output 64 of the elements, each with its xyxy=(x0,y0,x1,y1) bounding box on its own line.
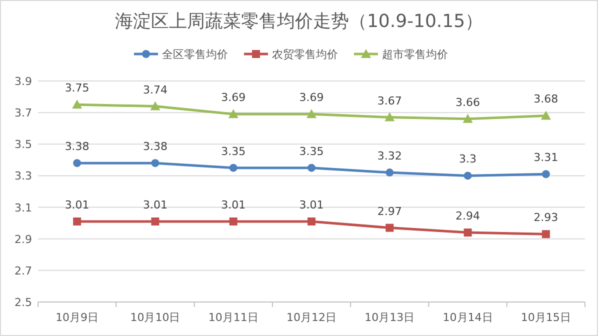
y-tick-label: 3.1 xyxy=(14,201,32,214)
data-label: 3.31 xyxy=(534,151,558,164)
point xyxy=(151,217,160,226)
point xyxy=(386,224,394,232)
data-label: 2.97 xyxy=(377,204,402,218)
point xyxy=(542,170,550,178)
data-label: 3.75 xyxy=(64,82,90,95)
point xyxy=(540,110,551,120)
point xyxy=(308,217,316,226)
data-label: 3.01 xyxy=(299,198,324,212)
y-tick-label: 3.7 xyxy=(14,106,32,120)
x-tick-label: 10月14日 xyxy=(442,311,493,324)
x-tick-label: 10月15日 xyxy=(520,311,571,324)
x-tick-label: 10月11日 xyxy=(208,311,258,324)
data-label: 3.32 xyxy=(377,150,402,163)
point xyxy=(151,159,160,168)
point xyxy=(386,168,394,177)
point xyxy=(306,109,316,118)
point xyxy=(228,109,238,118)
y-tick-label: 2.9 xyxy=(14,232,32,246)
data-label: 3.38 xyxy=(64,140,90,154)
x-tick-label: 10月13日 xyxy=(364,311,415,324)
legend-全区零售均价: 全区零售均价 xyxy=(134,48,228,61)
point xyxy=(464,172,472,180)
y-tick-label: 3.3 xyxy=(14,170,32,183)
data-label: 3.69 xyxy=(299,91,324,104)
y-tick-label: 2.7 xyxy=(14,264,32,278)
x-tick-label: 10月12日 xyxy=(286,311,336,324)
data-label: 3.01 xyxy=(142,198,168,212)
point xyxy=(462,114,473,123)
point xyxy=(384,112,395,122)
x-tick-label: 10月9日 xyxy=(56,311,99,324)
data-label: 3.66 xyxy=(456,96,480,109)
point xyxy=(73,159,82,168)
data-label: 3.68 xyxy=(534,92,558,106)
legend-超市零售均价: 超市零售均价 xyxy=(354,48,448,61)
point xyxy=(229,217,238,226)
data-label: 3.01 xyxy=(64,198,90,212)
data-label: 2.93 xyxy=(534,211,558,224)
data-label: 3.35 xyxy=(221,144,246,158)
legend-label: 全区零售均价 xyxy=(162,48,228,61)
y-tick-label: 3.5 xyxy=(14,138,32,152)
chart-title: 海淀区上周蔬菜零售均价走势（10.9-10.15） xyxy=(114,11,484,32)
legend-农贸零售均价: 农贸零售均价 xyxy=(244,48,338,61)
data-label: 3.35 xyxy=(299,144,324,158)
data-label: 3.69 xyxy=(221,91,246,104)
data-label: 3.67 xyxy=(377,94,402,108)
legend-label: 超市零售均价 xyxy=(382,48,448,61)
point xyxy=(73,217,82,226)
data-label: 3.3 xyxy=(459,152,477,166)
point xyxy=(542,230,550,238)
data-label: 3.01 xyxy=(221,198,246,212)
point xyxy=(72,100,82,109)
data-label: 3.74 xyxy=(142,83,168,96)
point xyxy=(464,228,472,237)
point xyxy=(229,164,238,172)
x-tick-label: 10月10日 xyxy=(130,311,180,324)
y-tick-label: 3.9 xyxy=(14,75,32,88)
legend-label: 农贸零售均价 xyxy=(272,48,338,61)
point xyxy=(308,164,316,172)
y-tick-label: 2.5 xyxy=(14,296,32,309)
data-label: 2.94 xyxy=(456,210,480,223)
point xyxy=(150,101,160,110)
data-label: 3.38 xyxy=(142,140,168,154)
